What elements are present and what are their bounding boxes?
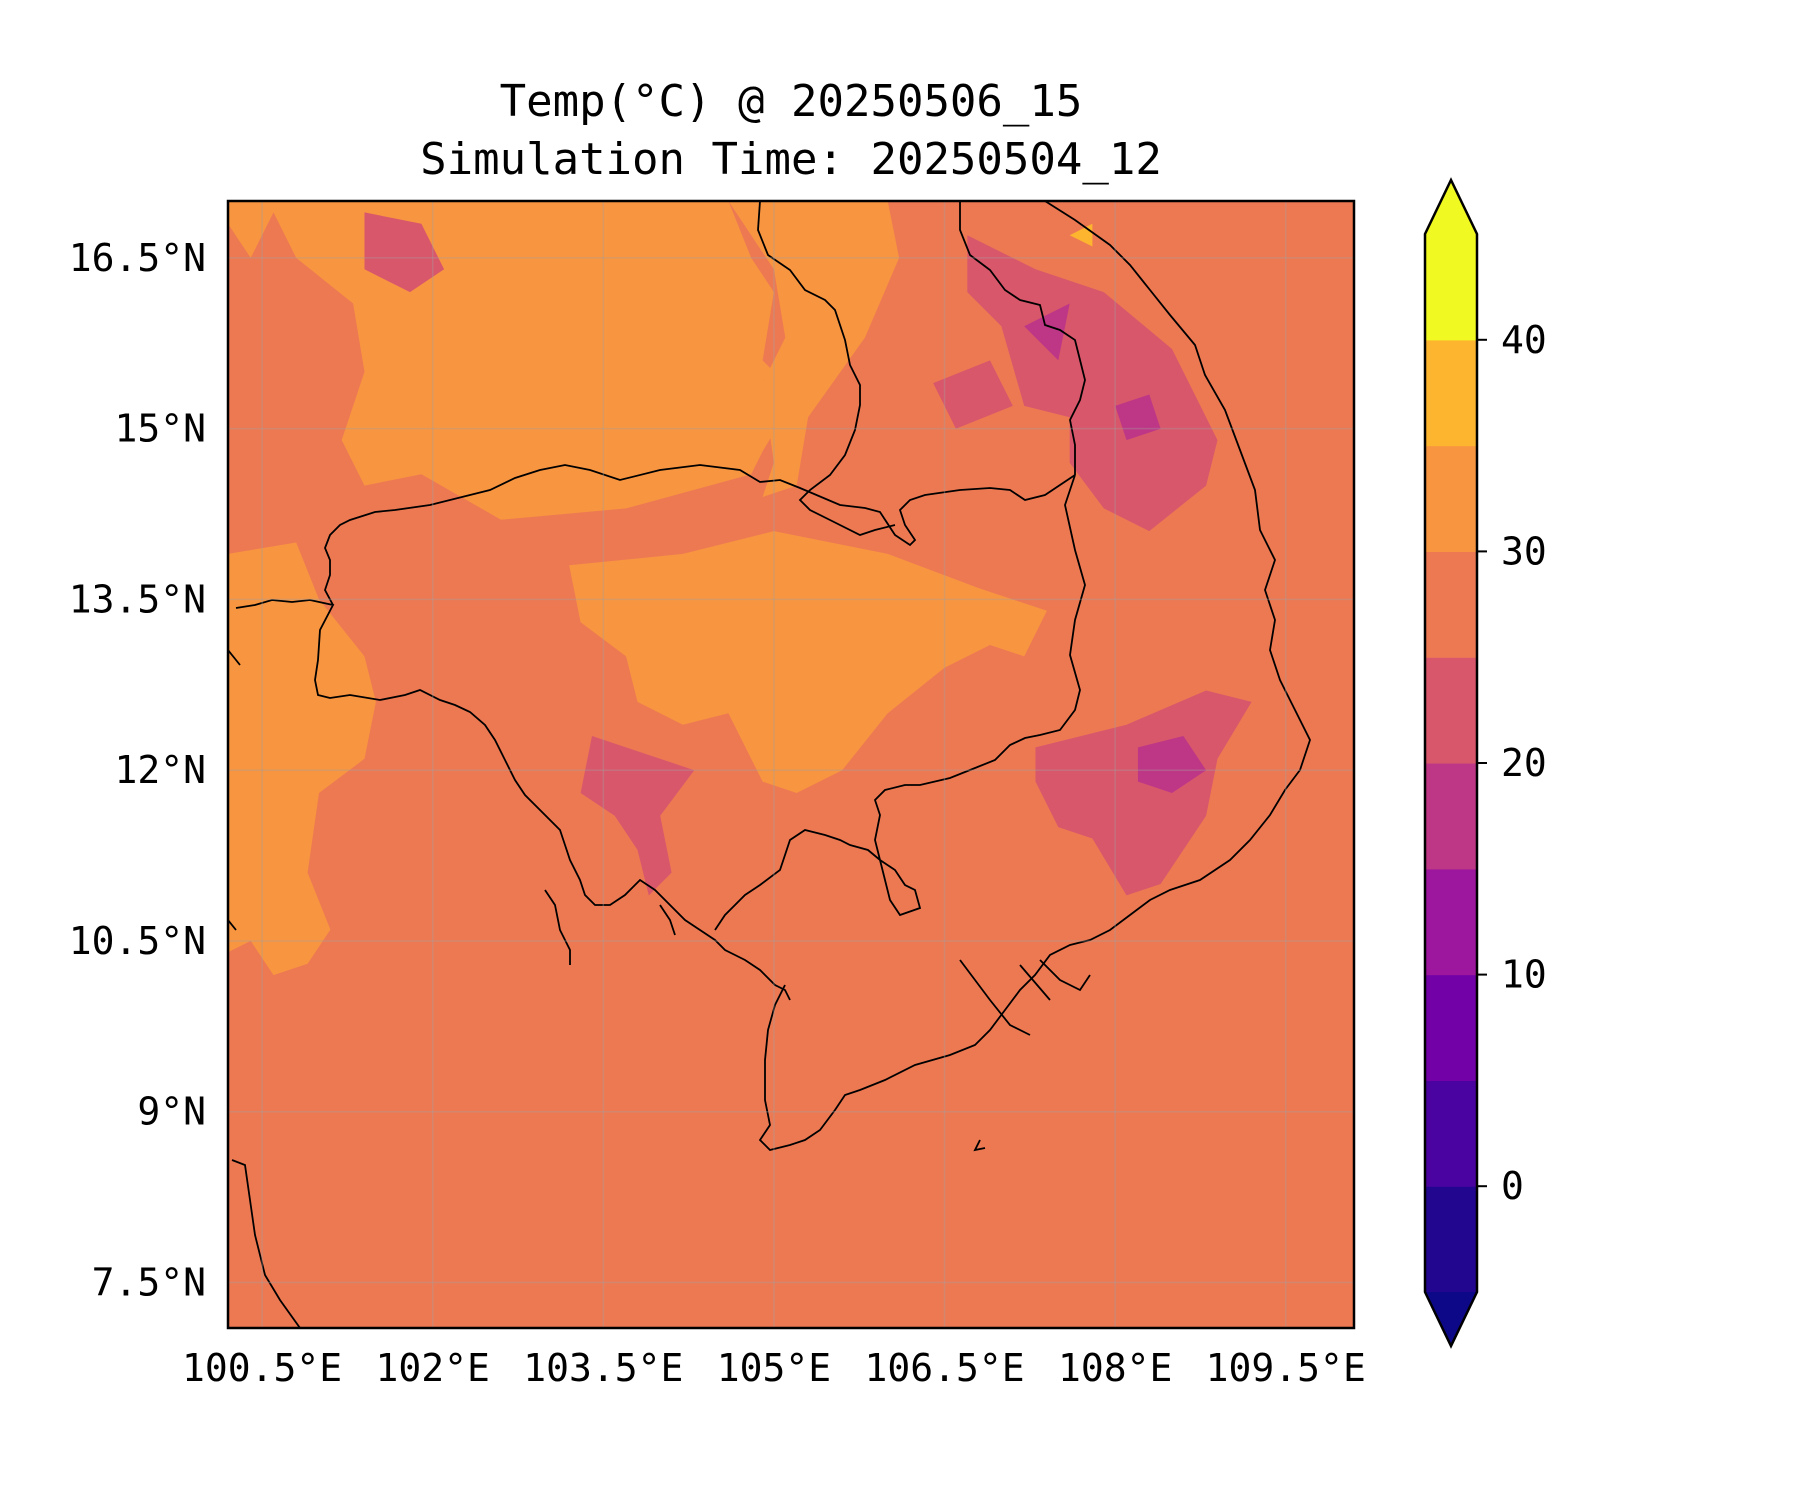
- coastline-vietnam-south: [758, 201, 1311, 1151]
- longitude-axis: 100.5°E 102°E 103.5°E 105°E 106.5°E 108°E 109.…: [182, 1346, 1366, 1390]
- colorbar-tick-label: 0: [1501, 1164, 1524, 1208]
- colorbar-band: [1425, 974, 1477, 1081]
- islands: [544, 889, 1091, 1152]
- colorbar-band: [1425, 445, 1477, 552]
- latitude-axis: 16.5°N 15°N 13.5°N 12°N 10.5°N 9°N 7.5°N: [69, 236, 206, 1305]
- chart-title: Temp(°C) @ 20250506_15: [500, 76, 1083, 127]
- chart-subtitle: Simulation Time: 20250504_12: [420, 134, 1162, 185]
- colorbar-over-arrow: [1425, 180, 1477, 234]
- colorbar: 0 10 20 30 40: [1423, 177, 1547, 1349]
- y-tick-label: 7.5°N: [92, 1260, 206, 1304]
- colorbar-outline: [1423, 177, 1479, 1349]
- x-tick-label: 106.5°E: [864, 1346, 1024, 1390]
- x-tick-label: 100.5°E: [182, 1346, 342, 1390]
- colorbar-tick-label: 20: [1501, 741, 1547, 785]
- temperature-region-6: [933, 360, 1013, 429]
- temperature-region-10: [1024, 303, 1070, 361]
- y-tick-label: 13.5°N: [69, 577, 206, 621]
- border-thailand-cambodia: [324, 464, 1076, 606]
- border-laos: [757, 201, 1086, 536]
- colorbar-tick-label: 10: [1501, 953, 1547, 997]
- temperature-region-4: [580, 736, 695, 896]
- plot-area[interactable]: [226, 199, 1356, 1330]
- x-tick-label: 109.5°E: [1206, 1346, 1366, 1390]
- coastline-and-borders: [228, 201, 1311, 1328]
- colorbar-band: [1425, 1080, 1477, 1187]
- colorbar-band: [1425, 1186, 1477, 1293]
- x-tick-label: 102°E: [376, 1346, 490, 1390]
- border-cambodia-vietnam: [714, 474, 1086, 931]
- colorbar-band: [1425, 339, 1477, 447]
- temperature-region-2: [228, 542, 376, 976]
- colorbar-under-arrow: [1425, 1292, 1477, 1346]
- colorbar-band: [1425, 763, 1477, 870]
- temperature-region-1: [728, 201, 900, 497]
- x-tick-label: 105°E: [717, 1346, 831, 1390]
- plot-frame: [226, 199, 1356, 1330]
- x-tick-label: 103.5°E: [523, 1346, 683, 1390]
- temperature-region-11: [1115, 394, 1161, 441]
- colorbar-tick-label: 30: [1501, 529, 1547, 573]
- map-gridlines: [228, 201, 1354, 1328]
- colorbar-band: [1425, 551, 1477, 658]
- y-tick-label: 9°N: [137, 1090, 206, 1134]
- y-tick-label: 16.5°N: [69, 236, 206, 280]
- temperature-region-3: [569, 531, 1047, 793]
- colorbar-band: [1425, 868, 1477, 976]
- x-tick-label: 108°E: [1058, 1346, 1172, 1390]
- temperature-region-9: [1137, 736, 1207, 793]
- temperature-region-8: [364, 212, 445, 293]
- coastline-thailand-west: [228, 649, 301, 1328]
- colorbar-band: [1425, 234, 1477, 341]
- temperature-region-7: [1035, 690, 1252, 896]
- gulf-coastline: [235, 599, 791, 1001]
- y-tick-label: 15°N: [114, 407, 206, 451]
- y-tick-label: 10.5°N: [69, 919, 206, 963]
- colorbar-band: [1425, 657, 1477, 764]
- temperature-region-5: [967, 235, 1218, 532]
- temperature-region-0: [228, 201, 797, 520]
- y-tick-label: 12°N: [114, 748, 206, 792]
- colorbar-tick-label: 40: [1501, 318, 1547, 362]
